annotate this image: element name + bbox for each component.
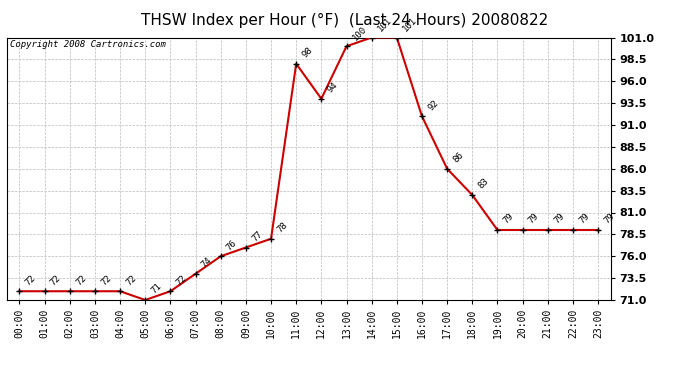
Text: 72: 72 [99, 273, 113, 287]
Text: 94: 94 [326, 81, 339, 94]
Text: 71: 71 [150, 282, 164, 296]
Text: 74: 74 [199, 256, 214, 270]
Text: 77: 77 [250, 230, 264, 243]
Text: 79: 79 [502, 212, 515, 226]
Text: 92: 92 [426, 98, 440, 112]
Text: 72: 72 [49, 273, 63, 287]
Text: 100: 100 [351, 24, 368, 42]
Text: 83: 83 [477, 177, 491, 191]
Text: 79: 79 [552, 212, 566, 226]
Text: 79: 79 [577, 212, 591, 226]
Text: 72: 72 [74, 273, 88, 287]
Text: 79: 79 [526, 212, 541, 226]
Text: 72: 72 [124, 273, 138, 287]
Text: Copyright 2008 Cartronics.com: Copyright 2008 Cartronics.com [10, 40, 166, 49]
Text: 78: 78 [275, 220, 289, 235]
Text: 79: 79 [602, 212, 616, 226]
Text: 72: 72 [175, 273, 188, 287]
Text: 86: 86 [451, 151, 465, 165]
Text: 76: 76 [225, 238, 239, 252]
Text: 98: 98 [300, 46, 315, 60]
Text: THSW Index per Hour (°F)  (Last 24 Hours) 20080822: THSW Index per Hour (°F) (Last 24 Hours)… [141, 13, 549, 28]
Text: 72: 72 [23, 273, 38, 287]
Text: 101: 101 [376, 16, 393, 33]
Text: 101: 101 [401, 16, 419, 33]
